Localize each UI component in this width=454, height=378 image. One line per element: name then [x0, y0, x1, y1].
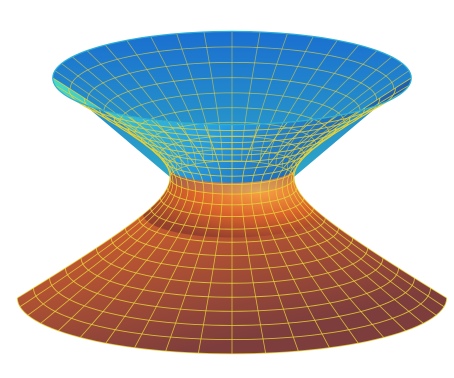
mesh-grid	[16, 30, 448, 355]
